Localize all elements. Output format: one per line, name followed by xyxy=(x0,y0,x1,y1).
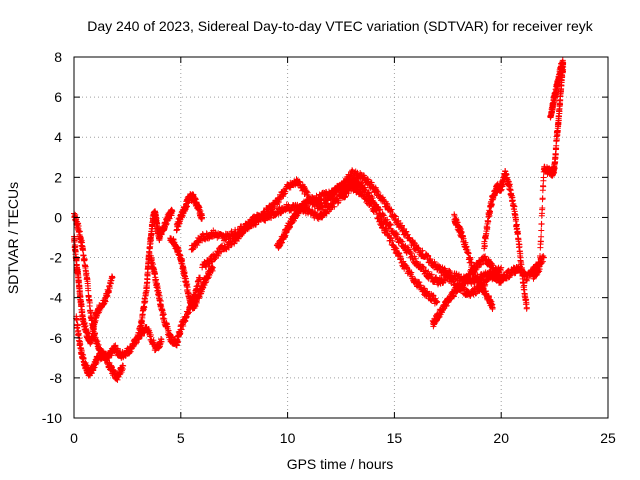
data-point xyxy=(165,327,172,334)
data-point xyxy=(398,222,405,229)
data-point xyxy=(540,174,547,181)
y-tick-label: -6 xyxy=(50,330,63,346)
y-tick-label: 6 xyxy=(54,89,62,105)
series-track-b xyxy=(71,233,116,347)
data-point xyxy=(540,183,547,190)
data-point xyxy=(523,304,530,311)
y-tick-label: -10 xyxy=(42,410,62,426)
data-point xyxy=(81,256,88,263)
y-tick-label: -2 xyxy=(50,250,63,266)
data-point xyxy=(178,326,185,333)
data-point xyxy=(368,179,375,186)
x-tick-label: 20 xyxy=(493,430,509,446)
series-track-c xyxy=(73,313,127,383)
data-point xyxy=(120,362,127,369)
data-point xyxy=(74,322,81,329)
data-point xyxy=(392,213,399,220)
data-point xyxy=(425,253,432,260)
data-point xyxy=(93,360,100,367)
y-tick-label: 8 xyxy=(54,49,62,65)
series-track-d xyxy=(135,206,176,340)
series-track-n xyxy=(481,167,530,312)
data-point xyxy=(108,352,115,359)
data-point xyxy=(187,295,194,302)
y-tick-label: -8 xyxy=(50,370,63,386)
data-point xyxy=(539,195,546,202)
data-point xyxy=(75,330,82,337)
data-point xyxy=(204,275,211,282)
y-axis-ticks: -10 -8 -6 -4 -2 0 2 4 6 8 xyxy=(42,49,608,426)
grid xyxy=(74,57,608,418)
data-point xyxy=(197,274,204,281)
data-point xyxy=(184,203,191,210)
series-track-k xyxy=(338,181,441,307)
data-point xyxy=(209,264,216,271)
data-point xyxy=(104,292,111,299)
data-point xyxy=(75,222,82,229)
data-point xyxy=(388,206,395,213)
x-tick-label: 0 xyxy=(70,430,78,446)
data-point xyxy=(419,247,426,254)
plot-frame xyxy=(73,56,609,419)
data-point xyxy=(153,276,160,283)
data-point xyxy=(109,274,116,281)
data-point xyxy=(73,255,80,262)
data-point xyxy=(538,220,545,227)
data-point xyxy=(446,267,453,274)
data-point xyxy=(174,339,181,346)
data-point xyxy=(86,299,93,306)
series-track-o xyxy=(530,63,567,282)
data-point xyxy=(155,289,162,296)
series-track-e xyxy=(147,252,204,349)
data-point xyxy=(199,214,206,221)
data-points xyxy=(71,57,567,383)
x-tick-label: 15 xyxy=(387,430,403,446)
data-point xyxy=(160,311,167,318)
x-axis-label: GPS time / hours xyxy=(287,456,394,472)
data-point xyxy=(94,338,101,345)
series-track-g xyxy=(173,190,206,234)
data-point xyxy=(142,298,149,305)
data-point xyxy=(538,227,545,234)
data-point xyxy=(538,233,545,240)
data-point xyxy=(83,270,90,277)
data-point xyxy=(158,338,165,345)
data-point xyxy=(73,316,80,323)
y-tick-label: 2 xyxy=(54,169,62,185)
data-point xyxy=(106,285,113,292)
x-tick-label: 25 xyxy=(600,430,616,446)
chart-title: Day 240 of 2023, Sidereal Day-to-day VTE… xyxy=(87,18,593,34)
y-tick-label: -4 xyxy=(50,290,63,306)
y-tick-label: 0 xyxy=(54,209,62,225)
series-track-a xyxy=(71,210,165,363)
x-tick-label: 10 xyxy=(280,430,296,446)
y-axis-label: SDTVAR / TECUs xyxy=(5,182,21,294)
y-tick-label: 4 xyxy=(54,129,62,145)
data-point xyxy=(136,332,143,339)
data-point xyxy=(169,208,176,215)
x-tick-label: 5 xyxy=(177,430,185,446)
series-track-f xyxy=(167,235,216,312)
